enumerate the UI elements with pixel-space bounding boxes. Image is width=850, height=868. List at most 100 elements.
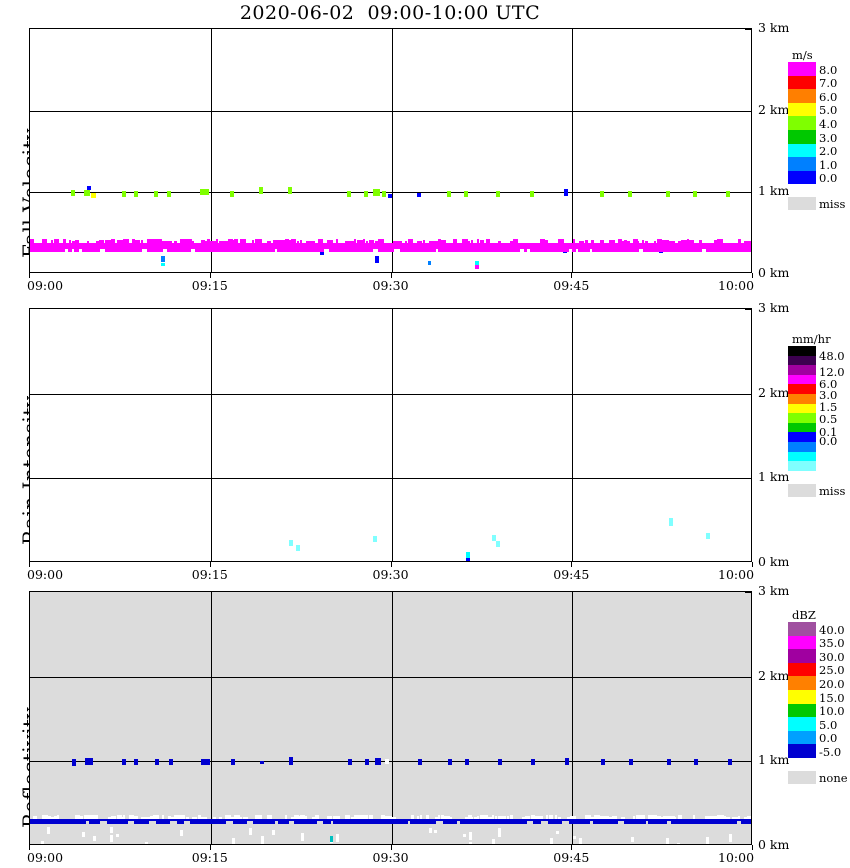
- band-edge-cell: [498, 816, 503, 819]
- figure-title: 2020-06-02 09:00-10:00 UTC: [239, 2, 541, 24]
- colorbar-tick-label: 3.0: [819, 388, 838, 403]
- band-edge-cell: [219, 241, 225, 243]
- band-edge-cell: [714, 816, 717, 819]
- fall-velocity-surface-band: [30, 243, 751, 252]
- band-edge-cell: [216, 239, 218, 243]
- data-cell: [475, 261, 479, 265]
- x-axis-label: 09:00: [27, 278, 64, 293]
- band-edge-cell: [468, 815, 472, 819]
- colorbar-band: [788, 355, 816, 366]
- gridline-vertical: [211, 309, 212, 561]
- panel-rain-intensity-plot[interactable]: [29, 308, 752, 562]
- band-edge-cell: [597, 815, 599, 819]
- no-data-cell: [469, 842, 472, 844]
- band-edge-cell: [714, 240, 718, 243]
- y-tick: [745, 592, 751, 593]
- band-gap-cell: [436, 821, 443, 824]
- no-data-cell: [180, 830, 183, 836]
- data-cell: [726, 191, 730, 197]
- data-cell: [134, 191, 138, 197]
- x-axis-label: 09:45: [553, 567, 590, 582]
- colorbar-unit-label: dBZ: [792, 608, 816, 622]
- data-cell: [87, 186, 91, 190]
- data-cell: [466, 552, 470, 558]
- y-axis-label: 3 km: [758, 20, 790, 35]
- band-edge-cell: [45, 817, 49, 819]
- x-tick: [571, 562, 573, 567]
- band-edge-cell: [300, 240, 302, 243]
- data-cell: [382, 191, 386, 197]
- band-edge-cell: [408, 239, 413, 243]
- colorbar-tick-label: 2.0: [819, 144, 838, 159]
- band-edge-cell: [108, 240, 113, 243]
- band-edge-cell: [267, 815, 272, 819]
- band-edge-cell: [627, 241, 630, 243]
- panel-reflectivity-plot[interactable]: [29, 591, 752, 845]
- colorbar-band: [788, 62, 816, 76]
- band-edge-cell: [123, 815, 125, 819]
- band-edge-cell: [672, 817, 676, 819]
- band-edge-cell: [51, 817, 55, 819]
- band-edge-cell: [141, 240, 143, 243]
- colorbar-unit-label: mm/hr: [792, 332, 831, 346]
- no-data-cell: [145, 842, 148, 844]
- colorbar-swatches: [788, 62, 816, 185]
- band-edge-cell: [720, 815, 724, 819]
- no-data-cell: [336, 834, 339, 842]
- band-edge-cell: [54, 816, 57, 819]
- band-edge-cell: [228, 239, 233, 243]
- no-data-cell: [116, 834, 119, 837]
- colorbar-band: [788, 744, 816, 758]
- no-data-cell: [463, 834, 466, 837]
- band-gap-cell: [317, 821, 323, 824]
- band-edge-cell: [480, 240, 484, 243]
- band-edge-cell: [654, 815, 657, 819]
- band-edge-cell: [600, 240, 604, 243]
- band-edge-cell: [435, 241, 440, 243]
- band-edge-cell: [465, 817, 468, 819]
- no-data-cell: [272, 830, 275, 835]
- colorbar-band: [788, 393, 816, 404]
- band-edge-cell: [240, 817, 242, 819]
- no-data-cell: [261, 836, 264, 844]
- band-edge-cell: [669, 241, 672, 243]
- data-cell: [496, 541, 500, 547]
- band-edge-cell: [636, 241, 639, 243]
- band-edge-cell: [258, 239, 262, 243]
- band-edge-cell: [117, 815, 122, 819]
- band-gap-cell: [65, 249, 68, 252]
- y-tick: [745, 478, 751, 479]
- data-cell: [464, 191, 468, 197]
- band-edge-cell: [180, 815, 185, 819]
- band-edge-cell: [174, 241, 177, 243]
- colorbar-band: [788, 422, 816, 433]
- data-cell: [122, 191, 126, 197]
- data-cell: [72, 759, 76, 766]
- band-edge-cell: [120, 817, 124, 819]
- colorbar-tick-label: 0.0: [819, 171, 838, 186]
- no-data-cell: [238, 844, 241, 845]
- band-gap-cell: [100, 821, 107, 824]
- gridline-vertical: [392, 592, 393, 844]
- colorbar-tick-label: 5.0: [819, 103, 838, 118]
- band-edge-cell: [204, 241, 207, 243]
- band-gap-cell: [72, 249, 74, 252]
- x-tick: [571, 273, 573, 278]
- colorbar-band: [788, 635, 816, 650]
- data-cell: [71, 190, 75, 196]
- band-edge-cell: [435, 817, 439, 819]
- colorbar-band: [788, 689, 816, 704]
- x-axis-label: 09:15: [191, 850, 228, 865]
- band-edge-cell: [354, 239, 356, 243]
- colorbar-band: [788, 403, 816, 414]
- band-edge-cell: [57, 239, 59, 243]
- colorbar-band: [788, 116, 816, 130]
- band-edge-cell: [558, 817, 561, 819]
- band-edge-cell: [573, 239, 575, 243]
- band-edge-cell: [687, 239, 689, 243]
- gridline-horizontal: [30, 192, 751, 193]
- panel-fall-velocity-plot[interactable]: [29, 28, 752, 273]
- data-cell: [669, 518, 673, 526]
- colorbar-band: [788, 89, 816, 103]
- colorbar-tick-label: 35.0: [819, 636, 845, 651]
